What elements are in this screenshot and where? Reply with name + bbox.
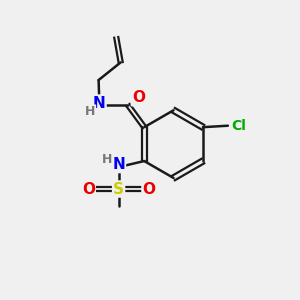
Text: N: N [93, 95, 106, 110]
Text: S: S [113, 182, 124, 196]
Text: H: H [85, 105, 95, 118]
Text: Cl: Cl [232, 119, 247, 133]
Text: O: O [132, 90, 145, 105]
Text: N: N [112, 157, 125, 172]
Text: O: O [82, 182, 95, 196]
Text: O: O [142, 182, 155, 196]
Text: H: H [102, 153, 112, 166]
